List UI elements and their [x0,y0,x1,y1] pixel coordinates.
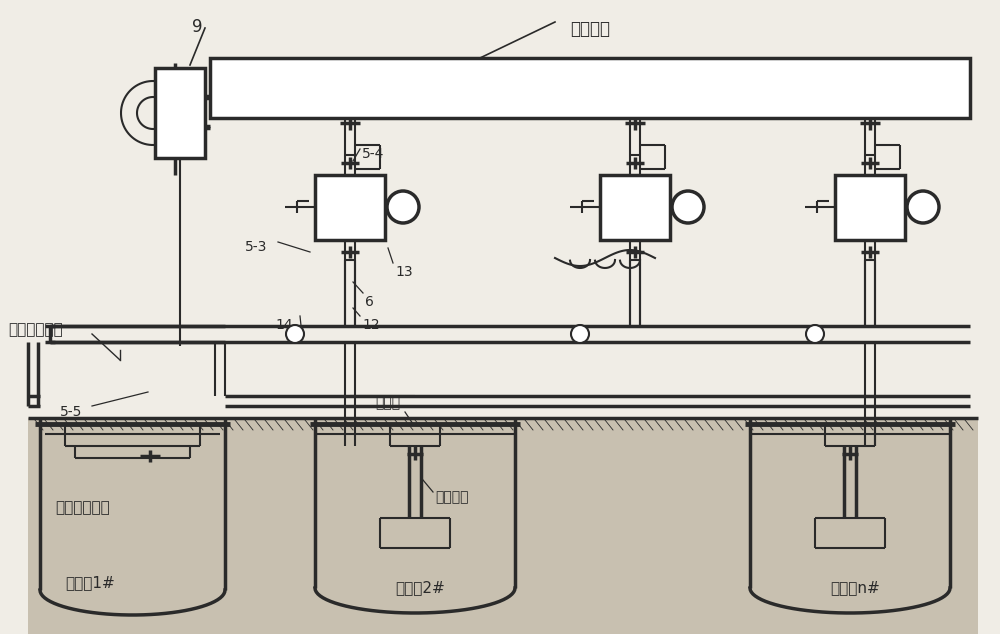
Circle shape [806,325,824,343]
Text: 9: 9 [192,18,202,36]
Circle shape [571,325,589,343]
Text: 回灌乷2#: 回灌乷2# [395,580,445,595]
Text: 6: 6 [365,295,374,309]
Text: 12: 12 [362,318,380,332]
Circle shape [387,191,419,223]
Bar [315,175,385,240]
Bar [155,68,205,158]
Text: 13: 13 [395,265,413,279]
Bar [835,175,905,240]
Text: 排气孔: 排气孔 [375,396,400,410]
Text: 5-4: 5-4 [362,147,384,161]
Text: 5-5: 5-5 [60,405,82,419]
Circle shape [286,325,304,343]
Circle shape [672,191,704,223]
Text: 5-3: 5-3 [245,240,267,254]
Text: 压力管路: 压力管路 [570,20,610,38]
Text: 井口密封部件: 井口密封部件 [55,500,110,515]
Text: 回灌乷n#: 回灌乷n# [830,580,880,595]
Text: 回灌乷1#: 回灌乷1# [65,575,115,590]
Text: 回灌管材: 回灌管材 [435,490,468,504]
Bar [28,418,978,634]
Circle shape [907,191,939,223]
Text: 回扬集水总管: 回扬集水总管 [8,323,63,337]
Bar [210,58,970,118]
Text: 14: 14 [275,318,293,332]
Bar [600,175,670,240]
